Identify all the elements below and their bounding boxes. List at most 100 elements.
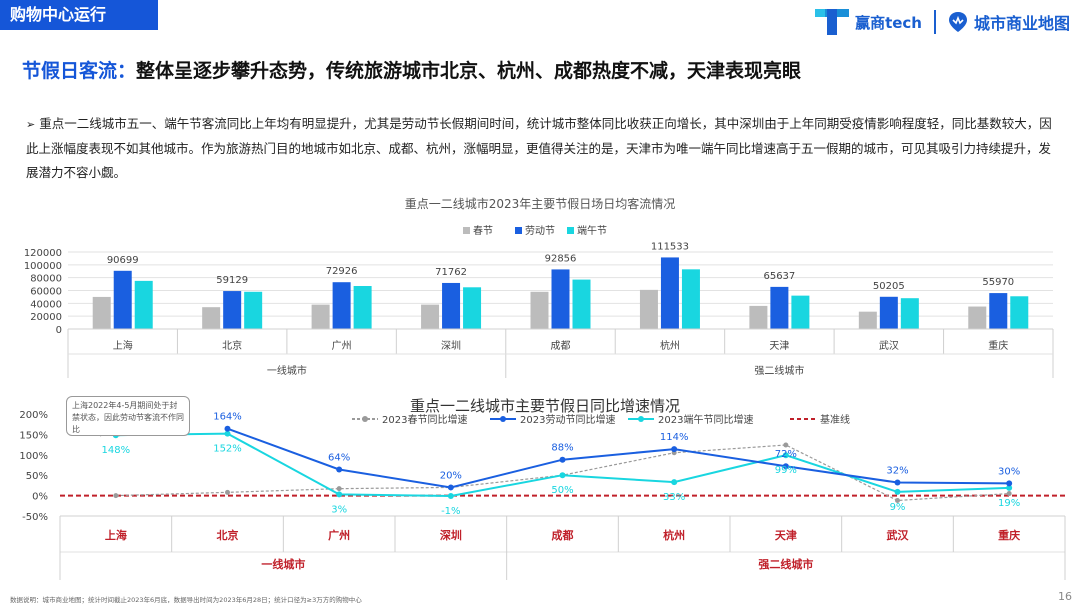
chart2-spring-point bbox=[336, 486, 342, 492]
chart1-bar bbox=[660, 257, 679, 329]
chart2-labor-label: 72% bbox=[775, 449, 797, 460]
chart2-title: 重点一二线城市主要节假日同比增速情况 bbox=[410, 397, 680, 415]
chart2-labor-point bbox=[559, 456, 566, 463]
chart2-spring-point bbox=[225, 489, 230, 495]
chart1-ytick-label: 0 bbox=[56, 325, 62, 336]
chart2-labor-label: 30% bbox=[998, 466, 1020, 477]
brand-name: 赢商tech bbox=[855, 13, 922, 32]
chart2-ytick-label: 0% bbox=[32, 492, 48, 503]
chart2-legend-label: 2023春节同比增速 bbox=[382, 413, 467, 426]
chart1-legend-swatch bbox=[463, 227, 470, 234]
chart2-dragon-point bbox=[782, 452, 789, 459]
chart1-data-label: 59129 bbox=[216, 275, 248, 286]
chart2-category-label: 北京 bbox=[217, 528, 239, 542]
chart1-bar bbox=[463, 287, 482, 329]
chart1-bar bbox=[879, 296, 898, 329]
chart1-bar bbox=[770, 286, 789, 329]
chart2-labor-label: 88% bbox=[551, 443, 573, 454]
chart2-labor-point bbox=[782, 463, 789, 470]
chart2-legend-marker bbox=[362, 416, 368, 422]
chart1-bar bbox=[681, 269, 700, 329]
chart1-legend-swatch bbox=[515, 227, 522, 234]
chart1-bar bbox=[442, 282, 461, 329]
chart2-dragon-label: 3% bbox=[331, 504, 347, 515]
chart1-data-label: 55970 bbox=[982, 277, 1014, 288]
chart2-dragon-point bbox=[894, 488, 901, 495]
chart1-category-label: 上海 bbox=[113, 339, 133, 352]
chart1-bar bbox=[968, 306, 987, 329]
chart2-dragon-label: 148% bbox=[102, 445, 131, 456]
chart2-category-label: 上海 bbox=[105, 528, 127, 542]
chart1-legend-label: 劳动节 bbox=[525, 224, 555, 237]
chart2-ytick-label: -50% bbox=[22, 512, 48, 523]
chart1-data-label: 90699 bbox=[107, 255, 139, 266]
chart2-ytick-label: 150% bbox=[19, 430, 48, 441]
chart1-group-label: 强二线城市 bbox=[754, 364, 804, 377]
shanghai-note-callout: 上海2022年4-5月期间处于封禁状态，因此劳动节客流不作同比 bbox=[66, 396, 190, 436]
chart1-bar bbox=[244, 291, 263, 329]
chart1-category-label: 北京 bbox=[222, 339, 242, 352]
chart2-legend-label: 2023端午节同比增速 bbox=[658, 413, 753, 426]
headline-key: 节假日客流： bbox=[22, 60, 137, 82]
chart1-bar bbox=[353, 286, 372, 329]
chart2-ytick-label: 100% bbox=[19, 451, 48, 462]
chart1-data-label: 50205 bbox=[873, 281, 905, 292]
chart1-bar bbox=[1010, 296, 1029, 329]
chart2-category-label: 天津 bbox=[775, 528, 797, 542]
chart1-legend-label: 端午节 bbox=[577, 224, 607, 237]
chart2-legend-label: 2023劳动节同比增速 bbox=[520, 413, 615, 426]
chart2-dragon-point bbox=[559, 472, 566, 479]
chart1-category-label: 武汉 bbox=[879, 339, 899, 352]
chart2-dragon-label: -1% bbox=[441, 506, 460, 517]
chart2-labor-point bbox=[224, 425, 231, 432]
chart1-bar bbox=[421, 304, 440, 329]
chart2-ytick-label: 200% bbox=[19, 410, 48, 421]
chart1-title: 重点一二线城市2023年主要节假日场日均客流情况 bbox=[405, 196, 676, 211]
chart2-labor-line bbox=[227, 427, 1010, 489]
chart2-spring-point bbox=[895, 497, 900, 503]
page-number: 16 bbox=[1058, 590, 1072, 603]
chart2-dragon-label: 9% bbox=[890, 502, 906, 513]
chart2-labor-point bbox=[894, 479, 901, 486]
chart1-bar bbox=[202, 307, 221, 329]
chart2-dragon-label: 152% bbox=[213, 444, 242, 455]
chart1-legend-label: 春节 bbox=[473, 225, 493, 237]
chart2-labor-label: 32% bbox=[886, 466, 908, 477]
chart2-ytick-label: 50% bbox=[26, 471, 48, 482]
chart1-bar bbox=[551, 269, 570, 329]
chart2-category-label: 重庆 bbox=[998, 528, 1020, 542]
chart1-category-label: 深圳 bbox=[441, 340, 461, 352]
chart1-bar bbox=[134, 280, 153, 329]
chart2-category-label: 武汉 bbox=[887, 528, 910, 542]
chart1-bar bbox=[311, 304, 330, 329]
chart2-dragon-point bbox=[336, 491, 343, 498]
summary-text: 重点一二线城市五一、端午节客流同比上年均有明显提升，尤其是劳动节长假期间时间，统… bbox=[26, 116, 1052, 180]
footnote: 数据说明：城市商业地图；统计时间截止2023年6月底，数据导出时间为2023年6… bbox=[10, 596, 362, 604]
chart1-legend-swatch bbox=[567, 227, 574, 234]
chart2-labor-label: 20% bbox=[440, 470, 462, 481]
brand-name-2: 城市商业地图 bbox=[973, 14, 1070, 33]
chart1-bar bbox=[530, 291, 549, 329]
chart2-dragon-label: 99% bbox=[775, 465, 797, 476]
chart1-ytick-label: 80000 bbox=[30, 274, 62, 285]
chart2-labor-point bbox=[671, 446, 678, 453]
chart2-spring-point bbox=[783, 442, 789, 448]
chart2-labor-label: 114% bbox=[660, 432, 689, 443]
chart1-bar bbox=[332, 282, 351, 329]
brand-logos: 赢商tech 城市商业地图 bbox=[815, 6, 1070, 38]
chart1-ytick-label: 120000 bbox=[24, 248, 62, 259]
headline: 节假日客流：整体呈逐步攀升态势，传统旅游城市北京、杭州、成都热度不减，天津表现亮… bbox=[22, 56, 801, 83]
chart1-bar bbox=[749, 305, 768, 329]
chart2-labor-point bbox=[1006, 480, 1013, 487]
chart1-category-label: 重庆 bbox=[988, 339, 1008, 352]
chart1-bar bbox=[900, 298, 919, 329]
chart1-bar bbox=[858, 311, 877, 329]
chart2-legend-label: 基准线 bbox=[820, 413, 850, 426]
chart2-category-label: 广州 bbox=[328, 528, 350, 542]
chart2-category-label: 杭州 bbox=[663, 528, 685, 542]
brand-t-logo-icon bbox=[815, 9, 850, 35]
chart1-category-label: 成都 bbox=[551, 340, 571, 352]
chart1-data-label: 72926 bbox=[326, 266, 358, 277]
brand-separator bbox=[933, 10, 936, 34]
